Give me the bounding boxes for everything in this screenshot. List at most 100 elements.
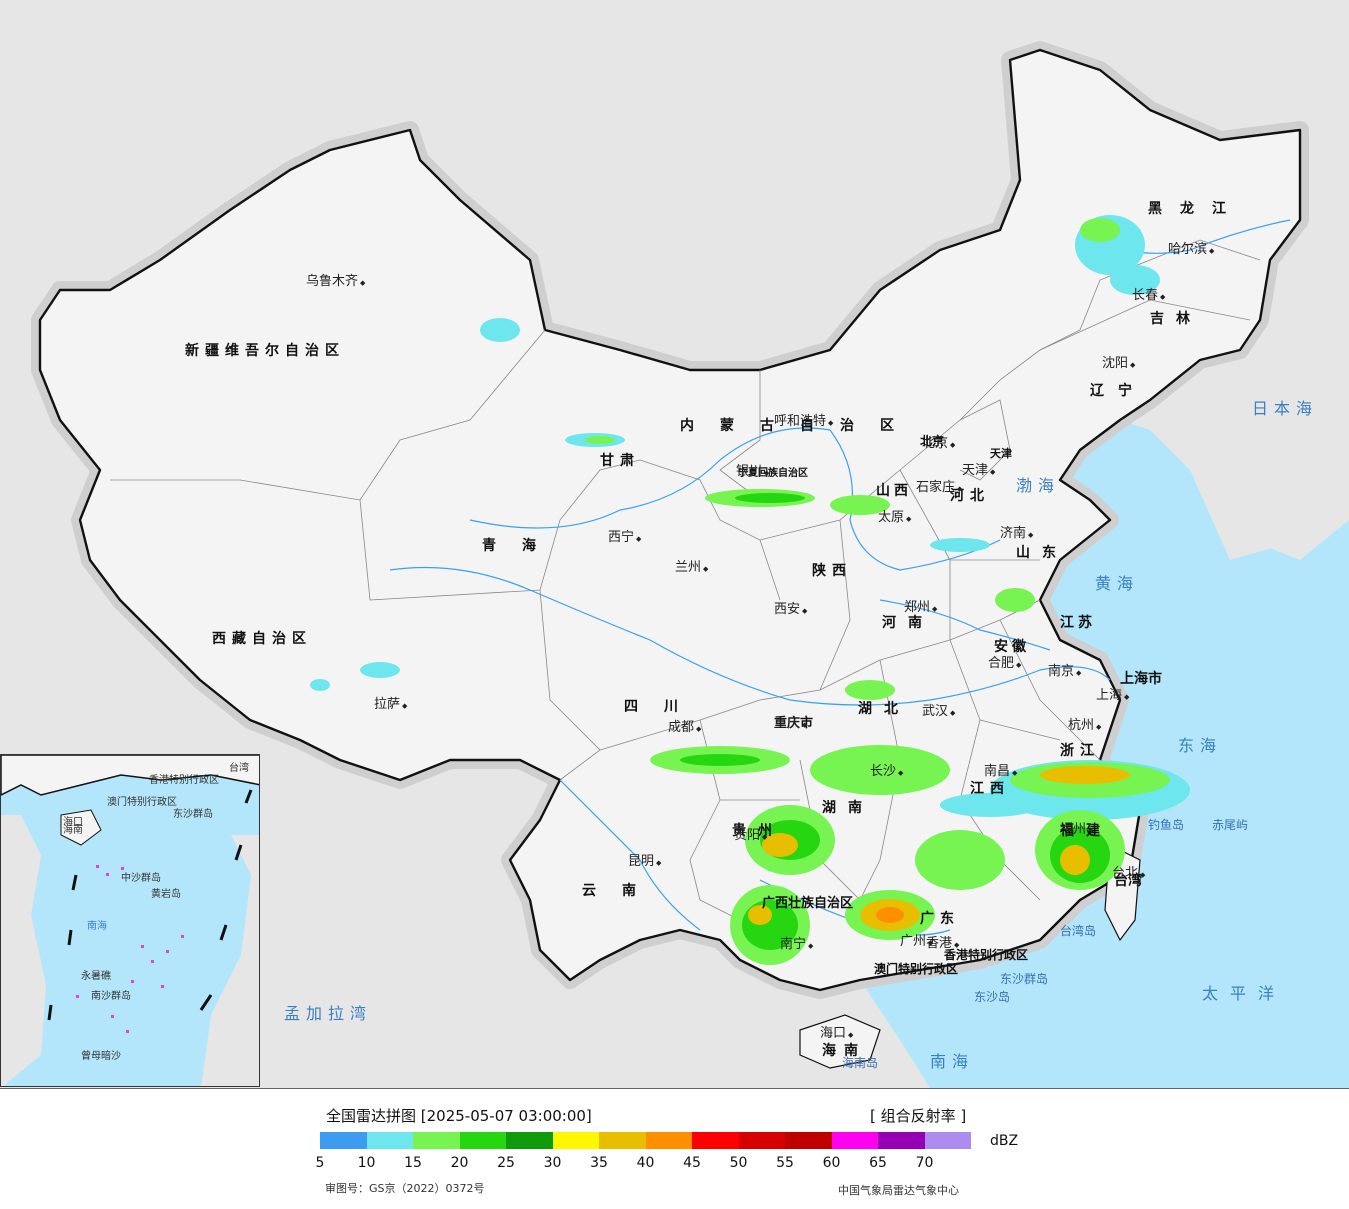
city-marker-icon: ◆ [928, 939, 934, 947]
unit-label: dBZ [990, 1133, 1019, 1149]
city-marker-icon: ◆ [1124, 693, 1130, 701]
city-label-group: 石家庄 ◆ [916, 476, 962, 495]
region-label: 宁夏回族自治区 [738, 468, 808, 479]
color-scale-tick: 5 [315, 1155, 325, 1171]
organization-name: 中国气象局雷达气象中心 [838, 1184, 959, 1197]
city-label-group: 重庆 ◆ [774, 712, 807, 731]
city-label: 呼和浩特 [774, 414, 827, 429]
sea-label: 日本海 [1252, 399, 1319, 418]
city-label: 济南 [1000, 526, 1027, 541]
inset-label: 南海 [87, 921, 107, 932]
city-marker-icon: ◆ [950, 441, 956, 449]
city-label-group: 南京 ◆ [1048, 660, 1081, 679]
region-label: 澳门特别行政区 [874, 962, 959, 976]
city-marker-icon: ◆ [906, 515, 912, 523]
city-label: 拉萨 [374, 697, 401, 712]
city-label-group: 西安 ◆ [774, 598, 807, 617]
region-label: 广东 [920, 911, 960, 927]
radar-echoes [310, 215, 1190, 965]
region-label: 云南 [582, 883, 662, 899]
city-label-group: 济南 ◆ [1000, 522, 1033, 541]
city-label: 哈尔滨 [1168, 242, 1208, 257]
inset-label: 黄岩岛 [151, 889, 181, 900]
city-label: 北京 [922, 436, 949, 451]
city-label: 乌鲁木齐 [306, 274, 359, 289]
region-label: 江西 [970, 781, 1010, 797]
color-scale-swatch [878, 1132, 925, 1149]
region-label: 陕西 [812, 563, 852, 579]
city-label: 台北 [1112, 866, 1139, 881]
inset-label: 南沙群岛 [91, 991, 131, 1002]
city-label: 广州 [900, 934, 927, 949]
city-label: 长春 [1132, 288, 1159, 303]
sea-label: 太平洋 [1202, 984, 1287, 1003]
city-label: 南宁 [780, 937, 807, 952]
korea-japan-land [1180, 250, 1349, 560]
city-label-group: 成都 ◆ [668, 716, 701, 735]
inset-label: 中沙群岛 [121, 873, 161, 884]
city-marker-icon: ◆ [764, 469, 770, 477]
city-label-group: 武汉 ◆ [922, 700, 955, 719]
city-label-group: 南宁 ◆ [780, 933, 813, 952]
color-scale-tick: 15 [404, 1155, 422, 1171]
region-label: 四川 [624, 699, 704, 715]
city-label-group: 贵阳 ◆ [734, 824, 767, 843]
color-scale-swatch [831, 1132, 878, 1149]
city-marker-icon: ◆ [950, 709, 956, 717]
city-label: 昆明 [628, 854, 655, 869]
hainan-island [799, 1014, 881, 1069]
region-label: 贵州 [732, 823, 784, 839]
region-label: 新疆维吾尔自治区 [185, 343, 345, 359]
region-label: 内蒙古自治区 [680, 418, 920, 434]
color-scale-tick: 50 [729, 1155, 748, 1171]
region-label: 山东 [1016, 545, 1068, 561]
color-scale-tick: 30 [543, 1155, 562, 1171]
region-label: 湖南 [822, 800, 874, 816]
region-label: 山西 [876, 483, 912, 499]
color-scale-swatch [506, 1132, 553, 1149]
inset-canvas [1, 755, 259, 1086]
island-label: 东沙岛 [974, 990, 1011, 1004]
map-canvas [0, 0, 1349, 1088]
city-label-group: 长沙 ◆ [870, 760, 903, 779]
city-marker-icon: ◆ [802, 607, 808, 615]
city-marker-icon: ◆ [1130, 361, 1136, 369]
region-label: 海南 [822, 1043, 866, 1059]
city-marker-icon: ◆ [957, 485, 963, 493]
city-marker-icon: ◆ [932, 605, 938, 613]
radar-map[interactable]: 新疆维吾尔自治区 西藏自治区 青海 甘肃 内蒙古自治区 黑龙江 吉林 辽宁 河北 山西 陕西 河南 山东… [0, 0, 1349, 1088]
color-scale-tick: 60 [822, 1155, 841, 1171]
city-marker-icon: ◆ [990, 468, 996, 476]
city-label: 贵阳 [734, 828, 761, 843]
china-mainland [38, 48, 1302, 992]
region-label: 香港特别行政区 [944, 948, 1029, 962]
city-label-group: 沈阳 ◆ [1102, 352, 1135, 371]
city-label: 上海 [1096, 688, 1123, 703]
color-scale-tick: 45 [683, 1155, 701, 1171]
city-label-group: 广州 ◆ [900, 930, 933, 949]
city-label-group: 台北 ◆ [1112, 862, 1145, 881]
city-label: 武汉 [922, 704, 949, 719]
city-label-group: 上海 ◆ [1096, 684, 1129, 703]
city-label: 天津 [962, 463, 989, 478]
city-label-group: 乌鲁木齐 ◆ [306, 270, 365, 289]
color-scale-swatch [924, 1132, 971, 1149]
color-scale-tick: 10 [357, 1155, 376, 1171]
city-label: 兰州 [675, 560, 702, 575]
color-scale-swatch [738, 1132, 785, 1149]
south-china-sea-inset: 海南 海口 中沙群岛 南海 黄岩岛 东沙群岛 曾母暗沙 南沙群岛 台湾 永暑礁 澳门特别行政区 香港特… [0, 754, 260, 1087]
region-label: 上海市 [1120, 671, 1162, 687]
color-scale-swatch [413, 1132, 460, 1149]
island-label: 海南岛 [842, 1056, 879, 1070]
color-scale-swatch [320, 1132, 367, 1149]
city-marker-icon: ◆ [848, 1031, 854, 1039]
inset-label: 海南 [63, 825, 83, 836]
region-label: 西藏自治区 [212, 631, 312, 647]
region-label: 吉林 [1150, 311, 1202, 327]
city-label-group: 北京 ◆ [922, 432, 955, 451]
city-label: 太原 [878, 510, 905, 525]
city-label: 杭州 [1068, 718, 1095, 733]
city-marker-icon: ◆ [1160, 293, 1166, 301]
color-scale-swatch [366, 1132, 413, 1149]
city-label: 福州 [1060, 822, 1087, 837]
